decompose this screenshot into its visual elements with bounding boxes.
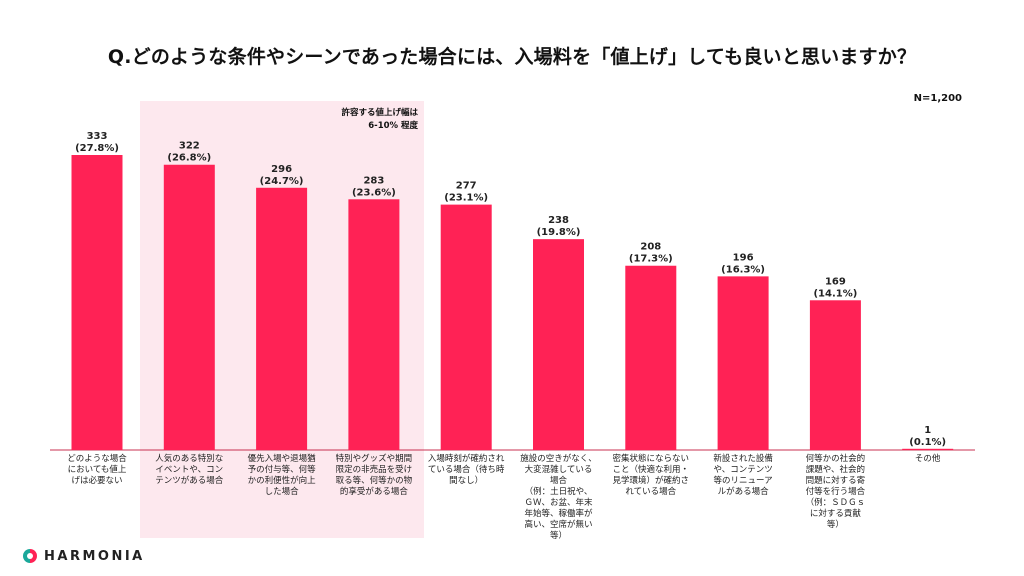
bar-5 [533,239,584,450]
harmonia-logo-icon [23,549,37,563]
bar-value-label-0: 333 [87,131,108,142]
bar-7 [717,276,769,450]
category-label-6-line-3: れている場合 [625,487,677,497]
chart-title: Q.どのような条件やシーンであった場合には、入場料を「値上げ」しても良いと思いま… [107,46,917,68]
category-label-0: どのような場合 においても値上 げは必要ない [53,454,141,487]
category-label-3-line-1: 限定の非売品を受け [335,465,413,475]
category-label-8-line-3: 付等を行う場合 [805,487,866,497]
category-label-8-line-5: に対する貢献 [809,509,861,519]
category-label-3-line-0: 特別やグッズや期間 [335,454,413,464]
highlight-note-line-2: 6-10% 程度 [368,121,418,131]
bar-value-label-7: 196 [733,252,754,263]
category-label-2-line-1: 予の付与等、何等 [247,465,316,475]
bar-6 [625,265,677,450]
bar-value-label-6: 208 [640,242,661,253]
category-label-8-line-2: 問題に対する寄 [805,476,866,486]
category-label-0-line-0: どのような場合 [67,454,127,464]
bar-percent-label-1: (26.8%) [167,153,211,164]
category-label-2-line-2: かの利便性が向上 [247,476,316,486]
bar-value-label-9: 1 [924,425,931,436]
bar-percent-label-3: (23.6%) [352,187,396,198]
bar-percent-label-6: (17.3%) [629,254,673,265]
bar-value-label-4: 277 [456,181,477,192]
bar-4 [440,204,492,450]
bar-value-label-1: 322 [179,141,200,152]
category-label-5-line-4: ＧＷ、お盆、年末 [524,498,593,508]
category-label-7-line-2: 等のリニューア [713,476,773,486]
category-label-3-line-2: 取る等、何等かの物 [335,476,413,486]
category-label-4: 入場時刻が確約され ている場合（待ち時 間なし） [422,454,510,487]
bar-percent-label-8: (14.1%) [813,288,857,299]
bar-percent-label-2: (24.7%) [260,176,304,187]
category-label-4-line-1: ている場合（待ち時 [427,465,505,475]
brand-logo: HARMONIA [22,548,145,564]
bar-9 [902,448,954,450]
category-label-4-line-0: 入場時刻が確約され [427,454,505,464]
category-label-5: 施設の空きがなく、 大変混雑している 場合 （例：土日祝や、 ＧＷ、お盆、年末 年始等、稼… [515,454,603,542]
category-label-0-line-2: げは必要ない [71,476,123,486]
category-label-9: その他 [884,454,972,465]
bar-percent-label-5: (19.8%) [537,227,581,238]
category-label-8: 何等かの社会的 課題や、社会的 問題に対する寄 付等を行う場合 （例：ＳＤＧｓ に対する貢… [791,454,879,531]
category-label-6: 密集状態にならない こと（快適な利用・ 見学環境）が確約さ れている場合 [607,454,695,498]
highlight-note-line-1: 許容する値上げ幅は [341,108,418,118]
bar-3 [348,199,400,450]
category-label-3: 特別やグッズや期間 限定の非売品を受け 取る等、何等かの物 的享受がある場合 [330,454,418,498]
category-label-6-line-0: 密集状態にならない [612,454,690,464]
category-label-5-line-3: （例：土日祝や、 [524,487,593,497]
bar-percent-label-0: (27.8%) [75,143,119,154]
sample-size-label: N=1,200 [913,93,962,104]
bar-8 [809,300,861,450]
bar-value-label-5: 238 [548,215,569,226]
category-label-7-line-1: や、コンテンツ [713,465,773,475]
category-label-1-line-2: テンツがある場合 [155,476,224,486]
category-label-7-line-0: 新設された設備 [713,454,773,464]
category-label-5-line-1: 大変混雑している [524,465,593,475]
bar-percent-label-4: (23.1%) [444,193,488,204]
category-label-5-line-2: 場合 [549,476,567,486]
bar-1 [163,164,215,450]
category-label-8-line-0: 何等かの社会的 [805,454,866,464]
category-label-4-line-2: 間なし） [449,476,484,486]
bar-value-label-8: 169 [825,276,846,287]
category-label-8-line-1: 課題や、社会的 [805,465,866,475]
category-label-6-line-1: こと（快適な利用・ [612,465,690,475]
bar-percent-label-9: (0.1%) [909,437,946,448]
category-label-1-line-0: 人気のある特別な [155,454,224,464]
category-label-5-line-6: 高い、空席が無い [524,520,593,530]
category-label-5-line-0: 施設の空きがなく、 [520,454,597,464]
bar-value-label-2: 296 [271,164,292,175]
category-label-3-line-3: 的享受がある場合 [339,487,408,497]
category-label-5-line-7: 等） [549,531,567,541]
bar-percent-label-7: (16.3%) [721,264,765,275]
category-label-5-line-5: 年始等、稼働率が [524,509,593,519]
category-label-8-line-6: 等） [826,520,844,530]
bar-2 [256,187,308,450]
category-label-0-line-1: においても値上 [67,465,127,475]
category-label-1-line-1: イベントや、コン [155,465,224,475]
category-label-2-line-0: 優先入場や退場猶 [247,454,316,464]
highlight-note: 許容する値上げ幅は 6-10% 程度 [318,107,418,133]
category-label-7: 新設された設備 や、コンテンツ 等のリニューア ルがある場合 [699,454,787,498]
bar-value-label-3: 283 [363,175,384,186]
category-label-9-line-0: その他 [914,454,941,464]
category-label-1: 人気のある特別な イベントや、コン テンツがある場合 [145,454,233,487]
category-label-6-line-2: 見学環境）が確約さ [612,476,690,486]
category-label-2-line-3: した場合 [264,487,299,497]
category-label-7-line-3: ルがある場合 [717,487,769,497]
brand-name: HARMONIA [44,548,145,564]
bar-0 [71,155,123,450]
category-label-2: 優先入場や退場猶 予の付与等、何等 かの利便性が向上 した場合 [238,454,326,498]
category-label-8-line-4: （例：ＳＤＧｓ [805,498,866,508]
